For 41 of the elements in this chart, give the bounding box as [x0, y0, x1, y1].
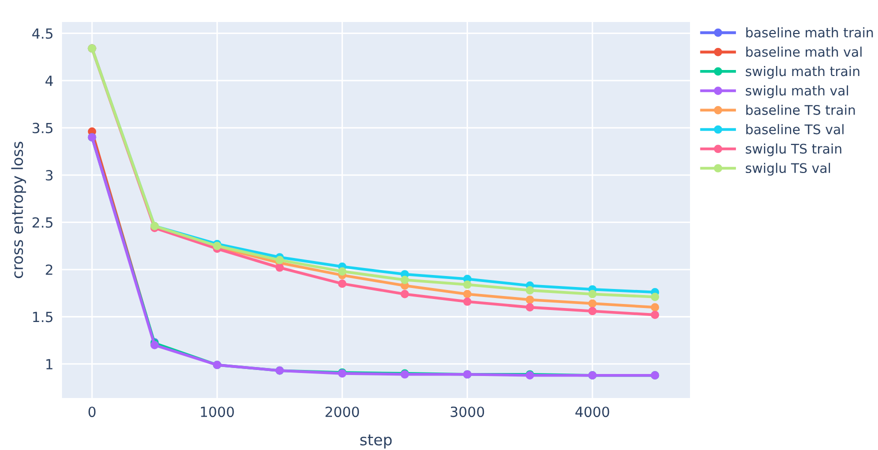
legend-label: baseline math val	[746, 46, 862, 57]
point	[526, 286, 534, 294]
legend-label: swiglu math val	[746, 85, 848, 98]
point	[463, 297, 472, 306]
y-tick-label: 2	[46, 264, 52, 275]
legend-label: baseline math train	[746, 27, 873, 38]
x-tick-label: 3000	[450, 406, 484, 418]
point	[338, 280, 346, 288]
x-axis-title: step	[360, 434, 392, 448]
point	[276, 263, 284, 272]
legend-label: baseline TS train	[746, 104, 855, 115]
y-tick-label: 3.5	[32, 122, 52, 134]
point	[588, 306, 597, 316]
point	[463, 280, 472, 289]
y-tick-label: 1.5	[33, 312, 52, 322]
legend-label: swiglu TS val	[746, 162, 830, 176]
point	[400, 290, 409, 298]
y-tick-label: 3	[46, 170, 53, 181]
legend-label: swiglu math train	[746, 66, 860, 79]
legend-label: baseline TS val	[746, 124, 844, 134]
point	[338, 267, 346, 276]
y-axis-title: cross entropy loss	[11, 142, 26, 278]
point	[588, 299, 597, 308]
y-tick-label: 2.5	[32, 217, 52, 228]
y-tick-label: 4.5	[32, 28, 52, 39]
y-tick-label: 4	[46, 76, 53, 86]
point	[400, 276, 409, 284]
x-tick-label: 0	[88, 406, 96, 418]
point	[650, 303, 660, 312]
legend-label: swiglu TS train	[746, 143, 842, 156]
point	[276, 256, 284, 264]
point	[650, 310, 660, 320]
point	[588, 290, 597, 298]
x-tick-label: 2000	[326, 406, 359, 418]
y-tick-label: 1	[46, 359, 52, 370]
point	[463, 290, 472, 298]
x-tick-label: 1000	[200, 406, 234, 418]
point	[650, 292, 660, 302]
point	[526, 296, 534, 304]
point	[526, 303, 534, 312]
x-tick-label: 4000	[575, 406, 610, 418]
